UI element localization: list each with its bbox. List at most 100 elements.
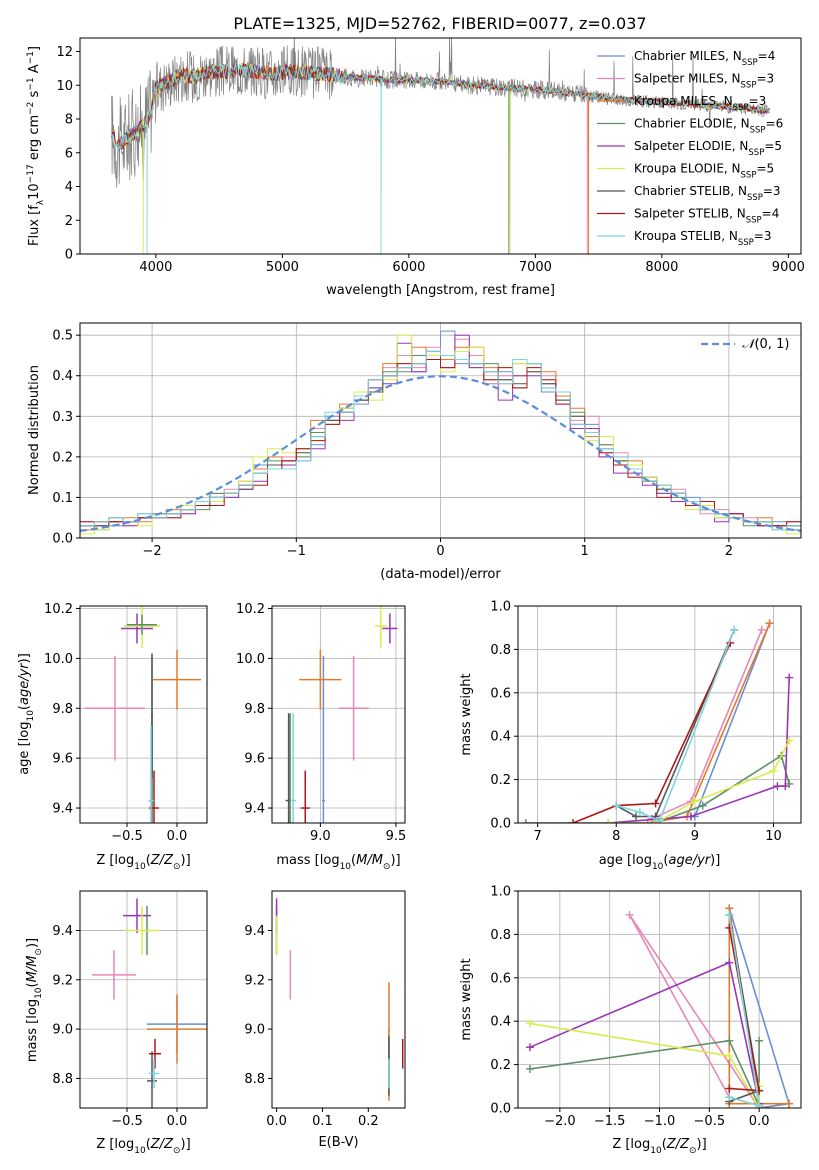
weight-line-salpeter_stelib bbox=[572, 642, 732, 823]
errorbar-kroupa_elodie bbox=[125, 905, 159, 956]
y-tick-label: 4 bbox=[65, 180, 73, 195]
x-tick-label: 5000 bbox=[266, 260, 299, 275]
weight-marker-kroupa_stelib bbox=[612, 801, 621, 810]
weight-marker-salpeter_stelib bbox=[569, 819, 578, 823]
x-tick-label: −0.5 bbox=[694, 1114, 726, 1129]
spectrum-panel: 4000 5000 6000 7000 8000 9000 0 2 4 6 8 10 12 wavelen… bbox=[26, 37, 805, 298]
weight-marker-kroupa_stelib bbox=[725, 910, 734, 919]
x-tick-label: 8 bbox=[612, 829, 620, 844]
weight-marker-kroupa_elodie bbox=[725, 1051, 734, 1060]
y-tick-label: 2 bbox=[65, 214, 73, 229]
y-tick-label: 8.8 bbox=[244, 1072, 265, 1087]
y-tick-label: 9.8 bbox=[244, 702, 265, 717]
y-tick-label: 0.3 bbox=[52, 410, 73, 425]
weight-marker-salpeter_elodie bbox=[785, 673, 794, 682]
errorbar-chabrier_stelib bbox=[151, 653, 153, 779]
x-axis-label: age [log10(age/yr)] bbox=[599, 853, 721, 872]
y-tick-label: 1.0 bbox=[490, 885, 511, 900]
y-tick-label: 0.6 bbox=[490, 971, 511, 986]
x-tick-label: 0.0 bbox=[749, 1114, 770, 1129]
y-tick-label: 0.8 bbox=[490, 928, 511, 943]
axes-frame bbox=[271, 890, 406, 1109]
errorbar-kroupa_elodie bbox=[374, 606, 387, 649]
x-tick-label: 1 bbox=[581, 544, 589, 559]
weight-marker-salpeter_elodie bbox=[781, 782, 790, 791]
legend-label-salpeter_stelib: Salpeter STELIB, NSSP=4 bbox=[634, 207, 779, 226]
y-tick-label: 9.0 bbox=[244, 1023, 265, 1038]
y-axis-label: mass weight bbox=[459, 958, 474, 1040]
weight-line-chabrier_elodie bbox=[529, 1039, 760, 1107]
y-tick-label: 9.6 bbox=[244, 752, 265, 767]
errorbar-salpeter_miles bbox=[85, 655, 145, 761]
weight-marker-kroupa_stelib bbox=[725, 1093, 734, 1102]
x-axis-label: E(B-V) bbox=[318, 1135, 358, 1150]
x-tick-label: 4000 bbox=[139, 260, 172, 275]
x-tick-label: 0.0 bbox=[266, 1114, 287, 1129]
errorbar-salpeter_elodie bbox=[382, 613, 398, 644]
errorbar-salpeter_miles bbox=[92, 950, 136, 1000]
axes-frame bbox=[271, 605, 406, 824]
plot-area bbox=[521, 619, 794, 823]
legend-label-chabrier_miles: Chabrier MILES, NSSP=4 bbox=[634, 49, 775, 68]
errorbar-kroupa_stelib bbox=[148, 725, 154, 823]
errorbar-salpeter_miles bbox=[338, 655, 369, 761]
errorbar-salpeter_elodie bbox=[121, 613, 153, 644]
y-tick-label: 10.2 bbox=[44, 602, 73, 617]
normal-curve bbox=[80, 375, 801, 532]
y-tick-label: 9.8 bbox=[52, 702, 73, 717]
y-tick-label: 9.6 bbox=[52, 752, 73, 767]
x-tick-label: −0.5 bbox=[111, 1114, 143, 1129]
x-tick-label: −1.5 bbox=[594, 1114, 626, 1129]
y-axis-label: Normed distribution bbox=[27, 365, 42, 495]
plot-area bbox=[80, 330, 801, 535]
x-tick-label: −2 bbox=[143, 544, 162, 559]
y-tick-label: 0.0 bbox=[490, 1102, 511, 1117]
axes-frame bbox=[517, 605, 802, 824]
weight-line-kroupa_elodie bbox=[529, 1022, 760, 1108]
y-tick-label: 8 bbox=[65, 113, 73, 128]
weight-vs-metallicity-panel: −2.0 −1.5 −1.0 −0.5 0.0 0.0 0.2 0.4 0.6 0.8 1.0 mas… bbox=[459, 885, 802, 1156]
errorbar-chabrier_stelib bbox=[147, 1051, 157, 1108]
weight-marker-kroupa_stelib bbox=[755, 1101, 764, 1108]
y-tick-label: 10.2 bbox=[236, 602, 265, 617]
weight-marker-salpeter_miles bbox=[625, 910, 634, 919]
y-tick-label: 0.0 bbox=[52, 532, 73, 547]
plot-area bbox=[275, 898, 404, 1101]
y-tick-label: 9.4 bbox=[244, 924, 265, 939]
errorbar-salpeter_elodie bbox=[123, 898, 151, 933]
errorbar-salpeter_stelib bbox=[149, 1038, 161, 1069]
weight-marker-kroupa_stelib bbox=[655, 816, 664, 823]
mass-vs-metallicity-panel: −0.5 0.0 8.8 9.0 9.2 9.4 Z [log10(Z/Z⊙)] mass [… bbox=[25, 890, 208, 1156]
residuals-panel: −2 −1 0 1 2 0.0 0.1 0.2 0.3 0.4 0.5 𝒩(0, 1) (data-mo… bbox=[27, 322, 802, 582]
weight-marker-salpeter_stelib bbox=[725, 1084, 734, 1093]
y-tick-label: 0.4 bbox=[490, 1015, 511, 1030]
y-tick-label: 9.2 bbox=[52, 973, 73, 988]
y-axis-label: age [log10(age/yr)] bbox=[17, 653, 36, 775]
model-kroupa_stelib bbox=[111, 62, 770, 254]
legend-normal-label: 𝒩(0, 1) bbox=[742, 337, 789, 352]
y-tick-label: 0.2 bbox=[490, 1058, 511, 1073]
weight-marker-kroupa_stelib bbox=[730, 625, 739, 634]
weight-line-kroupa_stelib bbox=[616, 629, 735, 822]
age-vs-metallicity-panel: −0.5 0.0 9.4 9.6 9.8 10.0 10.2 Z [log10(Z/Z⊙)] a… bbox=[17, 602, 208, 872]
y-tick-label: 10.0 bbox=[236, 652, 265, 667]
x-axis-label: Z [log10(Z/Z⊙)] bbox=[96, 853, 190, 872]
weight-marker-kroupa_miles bbox=[785, 1099, 794, 1108]
plot-area bbox=[111, 38, 770, 254]
y-tick-label: 0.4 bbox=[490, 730, 511, 745]
legend-label-kroupa_elodie: Kroupa ELODIE, NSSP=5 bbox=[634, 162, 774, 181]
y-tick-label: 0.8 bbox=[490, 643, 511, 658]
weight-marker-salpeter_miles bbox=[757, 625, 766, 634]
y-tick-label: 9.0 bbox=[52, 1023, 73, 1038]
weight-marker-salpeter_stelib bbox=[651, 799, 660, 808]
x-tick-label: 7 bbox=[534, 829, 542, 844]
errorbar-kroupa_miles bbox=[153, 649, 201, 710]
x-tick-label: −1.0 bbox=[644, 1114, 676, 1129]
x-axis-label: Z [log10(Z/Z⊙)] bbox=[612, 1137, 706, 1156]
x-tick-label: 0.0 bbox=[167, 1114, 188, 1129]
weight-marker-salpeter_elodie bbox=[773, 782, 782, 791]
y-tick-label: 1.0 bbox=[490, 600, 511, 615]
weight-marker-kroupa_stelib bbox=[635, 808, 644, 817]
weight-vs-age-panel: 7 8 9 10 0.0 0.2 0.4 0.6 0.8 1.0 mass weight age [l… bbox=[459, 600, 802, 872]
